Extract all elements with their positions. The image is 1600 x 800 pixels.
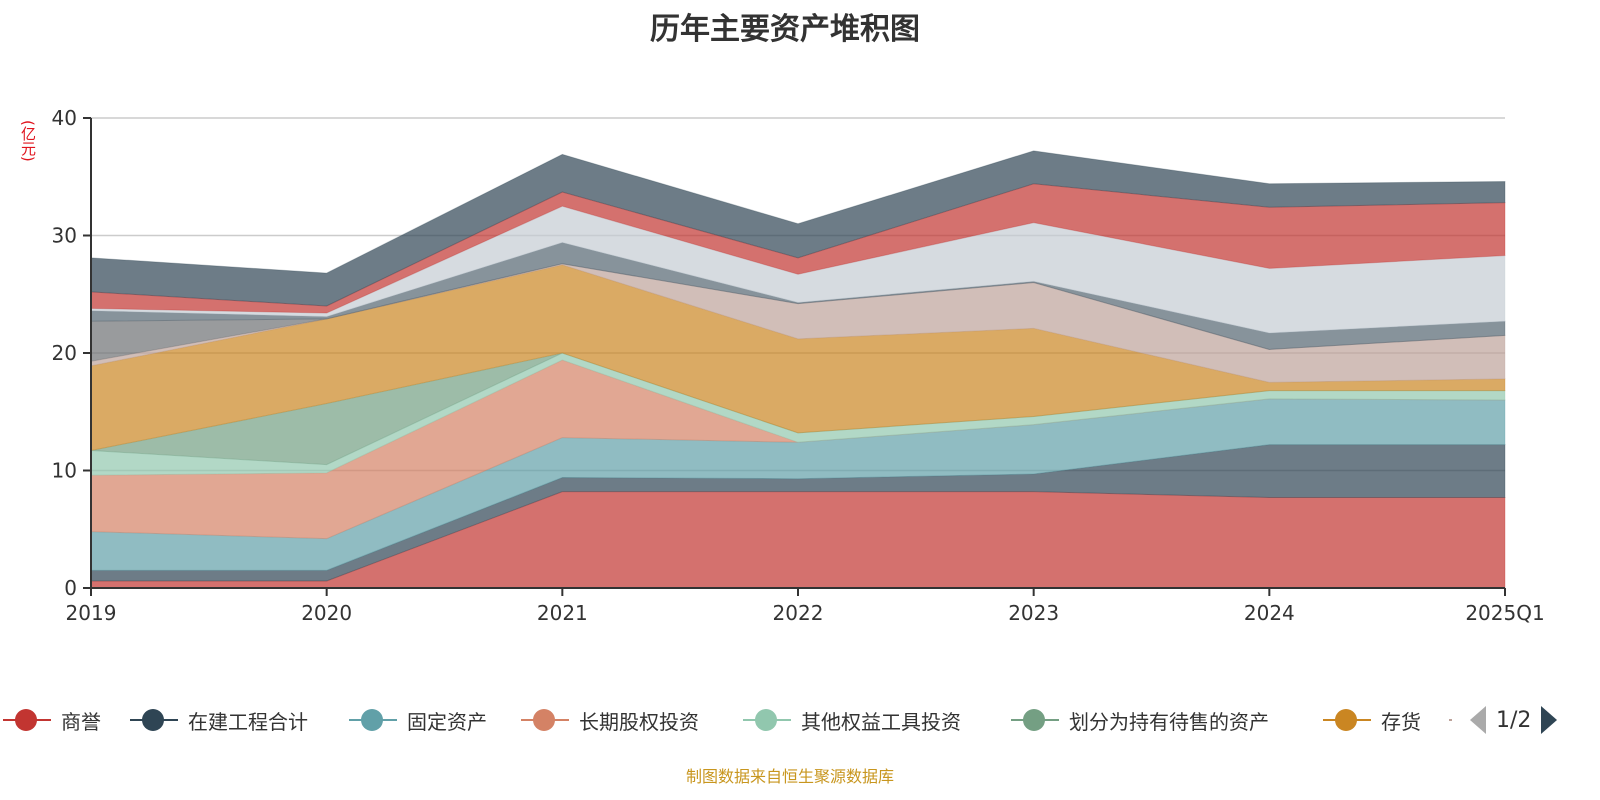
legend-label: 商誉 (61, 709, 101, 734)
chart-title: 历年主要资产堆积图 (650, 12, 920, 47)
legend-item[interactable]: 其他权益工具投资 (743, 704, 961, 736)
legend-marker-icon (130, 708, 178, 732)
legend-label: 其他权益工具投资 (801, 709, 961, 734)
area-series-4 (90, 352, 1506, 476)
y-tick-label: 30 (52, 224, 77, 248)
x-tick-label: 2022 (773, 601, 824, 625)
legend-overflow-marker (1449, 719, 1452, 721)
legend-marker-icon (521, 708, 569, 732)
legend-next-page-icon[interactable] (1541, 706, 1558, 734)
legend-marker-icon (1323, 708, 1371, 732)
legend-item[interactable]: 划分为持有待售的资产 (1011, 704, 1269, 736)
legend-marker-icon (3, 708, 51, 732)
legend-marker-icon (743, 708, 791, 732)
legend-prev-page-icon[interactable] (1470, 706, 1486, 734)
legend-item[interactable]: 固定资产 (349, 704, 487, 736)
y-tick-label: 0 (64, 576, 77, 600)
x-tick-label: 2020 (301, 601, 352, 625)
area-series-11 (90, 183, 1506, 314)
x-tick-label: 2024 (1244, 601, 1295, 625)
legend-pager: 1/2 (1470, 706, 1558, 734)
y-tick-label: 20 (52, 341, 77, 365)
area-series-6 (90, 264, 1506, 452)
y-tick-label: 10 (52, 459, 77, 483)
legend-label: 固定资产 (407, 709, 487, 734)
stacked-area-chart: 0 10 20 30 40 2019 2020 2021 2022 2023 2024 2025Q1 (52, 106, 1545, 625)
area-series-9 (90, 242, 1506, 350)
area-series-7 (90, 263, 1506, 383)
x-tick-label: 2023 (1008, 601, 1059, 625)
legend-item[interactable]: 存货 (1323, 704, 1421, 736)
legend-label: 存货 (1381, 709, 1421, 734)
x-tick-label: 2025Q1 (1465, 601, 1544, 625)
area-series-12 (90, 150, 1506, 307)
y-tick-label: 40 (52, 106, 77, 130)
x-tick-label: 2019 (66, 601, 117, 625)
y-axis-unit: (亿元) (19, 120, 37, 162)
legend-item[interactable]: 长期股权投资 (521, 704, 699, 736)
source-footer: 制图数据来自恒生聚源数据库 (685, 767, 894, 786)
area-series-10 (90, 205, 1506, 334)
legend-marker-icon (1011, 708, 1059, 732)
legend: 商誉 在建工程合计 固定资产 长期股权投资 其他权益工具投资 划分为持有待售的资产 存货 (0, 704, 1600, 736)
legend-item[interactable]: 商誉 (3, 704, 101, 736)
legend-label: 长期股权投资 (579, 709, 699, 734)
legend-label: 在建工程合计 (188, 709, 308, 734)
legend-label: 划分为持有待售的资产 (1069, 709, 1269, 734)
legend-item[interactable]: 在建工程合计 (130, 704, 308, 736)
legend-page-indicator: 1/2 (1496, 707, 1532, 733)
area-series-1 (90, 444, 1506, 582)
area-series-3 (90, 359, 1506, 540)
legend-marker-icon (349, 708, 397, 732)
x-tick-label: 2021 (537, 601, 588, 625)
